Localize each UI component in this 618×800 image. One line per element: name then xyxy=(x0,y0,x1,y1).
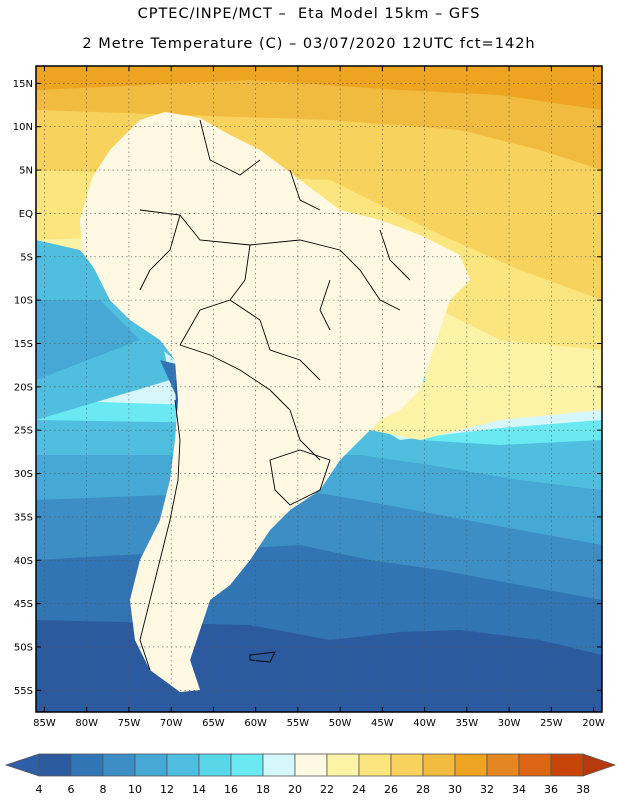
country-borders xyxy=(79,111,471,693)
lon-label: 55W xyxy=(287,718,310,729)
lon-label: 50W xyxy=(329,718,352,729)
lat-label: 50S xyxy=(14,642,33,653)
colorbar-label: 36 xyxy=(544,783,558,796)
colorbar-label: 8 xyxy=(100,783,107,796)
lon-label: 20W xyxy=(582,718,605,729)
colorbar-label: 32 xyxy=(480,783,494,796)
colorbar-swatch xyxy=(230,753,264,777)
colorbar-swatch xyxy=(550,753,584,777)
lat-label: 25S xyxy=(14,426,33,437)
colorbar-swatch xyxy=(326,753,360,777)
colorbar-label: 38 xyxy=(576,783,590,796)
axis-ticks xyxy=(36,66,602,712)
colorbar-label: 26 xyxy=(384,783,398,796)
colorbar-swatch xyxy=(518,753,552,777)
lon-label: 35W xyxy=(456,718,479,729)
lon-label: 65W xyxy=(202,718,225,729)
lat-label: 15N xyxy=(13,79,33,90)
colorbar-label: 34 xyxy=(512,783,526,796)
colorbar-label: 18 xyxy=(256,783,270,796)
lon-label: 75W xyxy=(118,718,141,729)
colorbar-swatch xyxy=(262,753,296,777)
lon-label: 85W xyxy=(33,718,56,729)
lat-label: 40S xyxy=(14,556,33,567)
colorbar-label: 12 xyxy=(160,783,174,796)
lat-label: 45S xyxy=(14,599,33,610)
lat-label: 10S xyxy=(14,296,33,307)
colorbar-swatch xyxy=(166,753,200,777)
lat-label: 15S xyxy=(14,339,33,350)
colorbar-swatch xyxy=(294,753,328,777)
lat-label: 5N xyxy=(19,166,33,177)
colorbar-swatch xyxy=(390,753,424,777)
colorbar-swatch xyxy=(38,753,72,777)
colorbar-swatch xyxy=(198,753,232,777)
lon-label: 45W xyxy=(371,718,394,729)
colorbar-swatch xyxy=(454,753,488,777)
colorbar-swatch xyxy=(486,753,520,777)
colorbar-label: 4 xyxy=(36,783,43,796)
lat-label: EQ xyxy=(19,209,33,220)
map-frame xyxy=(35,65,603,713)
colorbar-label: 10 xyxy=(128,783,142,796)
colorbar-label: 24 xyxy=(352,783,366,796)
colorbar-swatch xyxy=(422,753,456,777)
lat-label: 20S xyxy=(14,382,33,393)
colorbar-label: 20 xyxy=(288,783,302,796)
colorbar-label: 28 xyxy=(416,783,430,796)
lon-label: 25W xyxy=(540,718,563,729)
colorbar-swatch xyxy=(134,753,168,777)
lat-label: 5S xyxy=(20,252,33,263)
lat-label: 30S xyxy=(14,469,33,480)
colorbar-label: 30 xyxy=(448,783,462,796)
longitude-labels: 85W 80W 75W 70W 65W 60W 55W 50W 45W 40W 35W 30W 25W 2… xyxy=(33,718,605,729)
lon-label: 30W xyxy=(498,718,521,729)
colorbar-swatch xyxy=(358,753,392,777)
lon-label: 60W xyxy=(244,718,267,729)
lat-label: 55S xyxy=(14,686,33,697)
colorbar-swatch xyxy=(70,753,104,777)
colorbar-label: 16 xyxy=(224,783,238,796)
map-title-line-1: CPTEC/INPE/MCT – Eta Model 15km – GFS xyxy=(137,6,481,22)
colorbar-label: 22 xyxy=(320,783,334,796)
lon-label: 70W xyxy=(160,718,183,729)
colorbar-swatch xyxy=(102,753,136,777)
colorbar-max-arrow xyxy=(582,753,617,777)
lon-label: 80W xyxy=(75,718,98,729)
colorbar-min-arrow xyxy=(4,753,40,777)
latitude-labels: 15N 10N 5N EQ 5S 10S 15S 20S 25S 30S 35S 40S 45S 50S 5… xyxy=(13,79,33,697)
colorbar: 4 6 8 10 12 14 16 18 20 22 24 26 28 30 32 34 36 38 xyxy=(4,753,617,796)
lat-label: 35S xyxy=(14,512,33,523)
colorbar-label: 14 xyxy=(192,783,206,796)
lat-label: 10N xyxy=(13,122,33,133)
map-title-line-2: 2 Metre Temperature (C) – 03/07/2020 12U… xyxy=(82,36,536,52)
colorbar-label: 6 xyxy=(68,783,75,796)
lon-label: 40W xyxy=(413,718,436,729)
